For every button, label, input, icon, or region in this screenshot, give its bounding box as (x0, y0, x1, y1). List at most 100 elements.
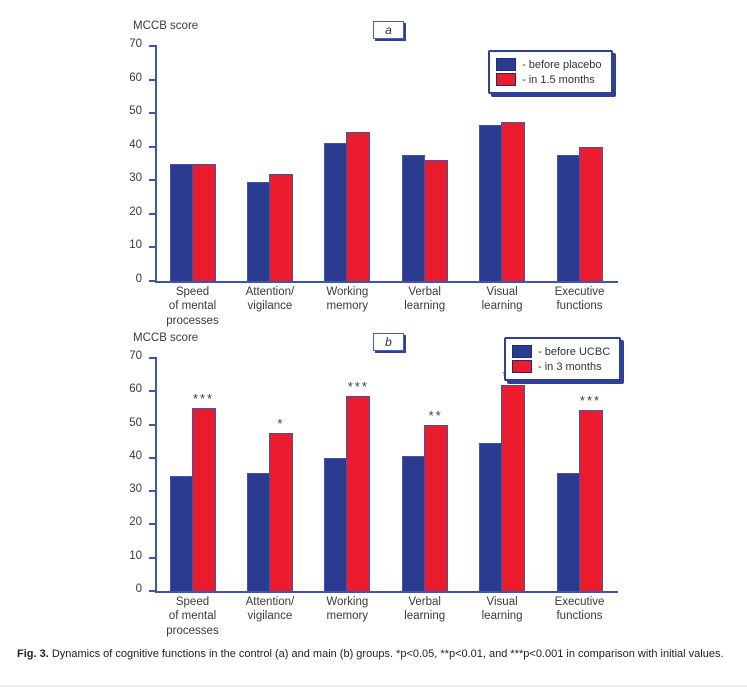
bar-series1 (556, 472, 580, 591)
x-category-label: Visual learning (481, 596, 523, 623)
y-axis-title: MCCB score (133, 20, 199, 32)
bar-series1 (479, 442, 503, 591)
y-tick-label: 30 (129, 483, 142, 496)
y-tick-label: 10 (129, 549, 142, 562)
panel-label-box-b: b (373, 333, 404, 351)
legend-label: - before placebo (522, 58, 602, 71)
bar-series2 (346, 131, 371, 281)
legend-a: - before placebo - in 1.5 months (488, 50, 613, 94)
bar-series2 (191, 407, 216, 591)
y-tick-label: 20 (129, 205, 142, 218)
y-tick-mark (149, 145, 157, 148)
x-category-label: Verbal learning (404, 596, 446, 623)
bar-group: Executive functions (555, 46, 604, 312)
y-axis-title: MCCB score (133, 332, 199, 344)
y-tick-mark (149, 112, 157, 115)
significance-marker: * (277, 415, 285, 431)
bar-series2 (578, 409, 603, 591)
x-category-label: Working memory (326, 286, 369, 313)
y-tick: 30 (110, 483, 157, 495)
significance-marker: *** (579, 392, 602, 408)
x-category-label: Executive functions (554, 596, 605, 623)
y-tick-label: 40 (129, 138, 142, 151)
legend-item: - before placebo (496, 58, 602, 71)
y-tick: 30 (110, 172, 157, 184)
y-tick-label: 30 (129, 172, 142, 185)
y-tick: 0 (110, 583, 157, 595)
bar-series2 (501, 384, 526, 591)
legend-swatch (512, 360, 532, 373)
x-category-label: Attention/ vigilance (245, 286, 295, 313)
y-tick: 10 (110, 239, 157, 251)
y-tick-mark (149, 456, 157, 459)
legend-b: - before UCBC - in 3 months (504, 337, 622, 381)
y-tick-mark (149, 78, 157, 81)
bar-group: *** Executive functions (555, 358, 605, 623)
y-tick-label: 50 (129, 105, 142, 118)
bar-series2 (268, 432, 293, 591)
plot-area-b: MCCB score b 0 10 20 30 40 50 60 70 *** Speed of… (129, 332, 622, 637)
plot-area-a: MCCB score a 0 10 20 30 40 50 60 70 Speed of me… (129, 20, 618, 327)
x-category-label: Speed of mental processes (166, 286, 219, 327)
x-category-label: Verbal learning (404, 286, 446, 313)
y-tick-label: 0 (135, 583, 142, 595)
y-tick-mark (149, 357, 157, 359)
x-category-label: Working memory (326, 596, 369, 623)
bar-series1 (246, 472, 270, 591)
figure-caption-text: Dynamics of cognitive functions in the c… (48, 648, 724, 660)
significance-marker: ** (428, 407, 443, 423)
y-tick-label: 60 (129, 71, 142, 84)
y-tick-mark (149, 280, 157, 282)
legend-swatch (496, 73, 516, 86)
y-tick: 50 (110, 417, 157, 429)
y-tick-mark (149, 246, 157, 249)
bar-series1 (401, 155, 425, 281)
y-tick: 70 (110, 38, 157, 50)
y-tick-label: 70 (129, 38, 142, 50)
legend-label: - before UCBC (538, 345, 611, 358)
bar-series1 (479, 124, 503, 281)
y-tick-mark (149, 490, 157, 493)
y-tick-mark (149, 45, 157, 47)
bar-group: *** Working memory (324, 358, 371, 622)
y-tick: 10 (110, 550, 157, 562)
bar-series2 (346, 396, 371, 591)
y-tick-mark (149, 179, 157, 182)
significance-marker: *** (192, 390, 215, 406)
bar-group: ***Visual learning (479, 358, 526, 622)
y-tick: 0 (110, 273, 157, 285)
bar-group: Verbal learning (401, 46, 448, 312)
y-tick: 50 (110, 105, 157, 117)
legend-item: - before UCBC (512, 345, 610, 358)
y-tick-label: 40 (129, 449, 142, 462)
figure-caption-label: Fig. 3. (17, 648, 49, 660)
y-tick-mark (149, 523, 157, 526)
y-tick-label: 50 (129, 416, 142, 429)
bar-group: ** Verbal learning (401, 358, 448, 622)
y-tick-mark (149, 590, 157, 592)
bar-series1 (324, 143, 348, 281)
y-tick-mark (149, 423, 157, 426)
y-tick: 60 (110, 72, 157, 84)
legend-label: - in 3 months (538, 360, 602, 373)
bar-series2 (578, 146, 603, 281)
bar-series2 (423, 160, 448, 281)
bar-series1 (169, 163, 193, 281)
bar-series1 (324, 457, 348, 591)
bar-series1 (169, 476, 193, 591)
bar-series2 (268, 173, 293, 281)
bar-series1 (401, 456, 425, 591)
y-tick: 40 (110, 139, 157, 151)
y-tick-mark (149, 556, 157, 559)
bar-series1 (556, 155, 580, 281)
legend-label: - in 1.5 months (522, 73, 595, 86)
significance-marker: *** (347, 379, 369, 395)
legend-swatch (496, 58, 516, 71)
panel-label: b (385, 335, 392, 349)
bar-series2 (501, 121, 526, 281)
x-category-label: Speed of mental processes (166, 596, 219, 637)
legend-swatch (512, 345, 532, 358)
y-tick: 40 (110, 450, 157, 462)
bar-series2 (423, 424, 448, 591)
